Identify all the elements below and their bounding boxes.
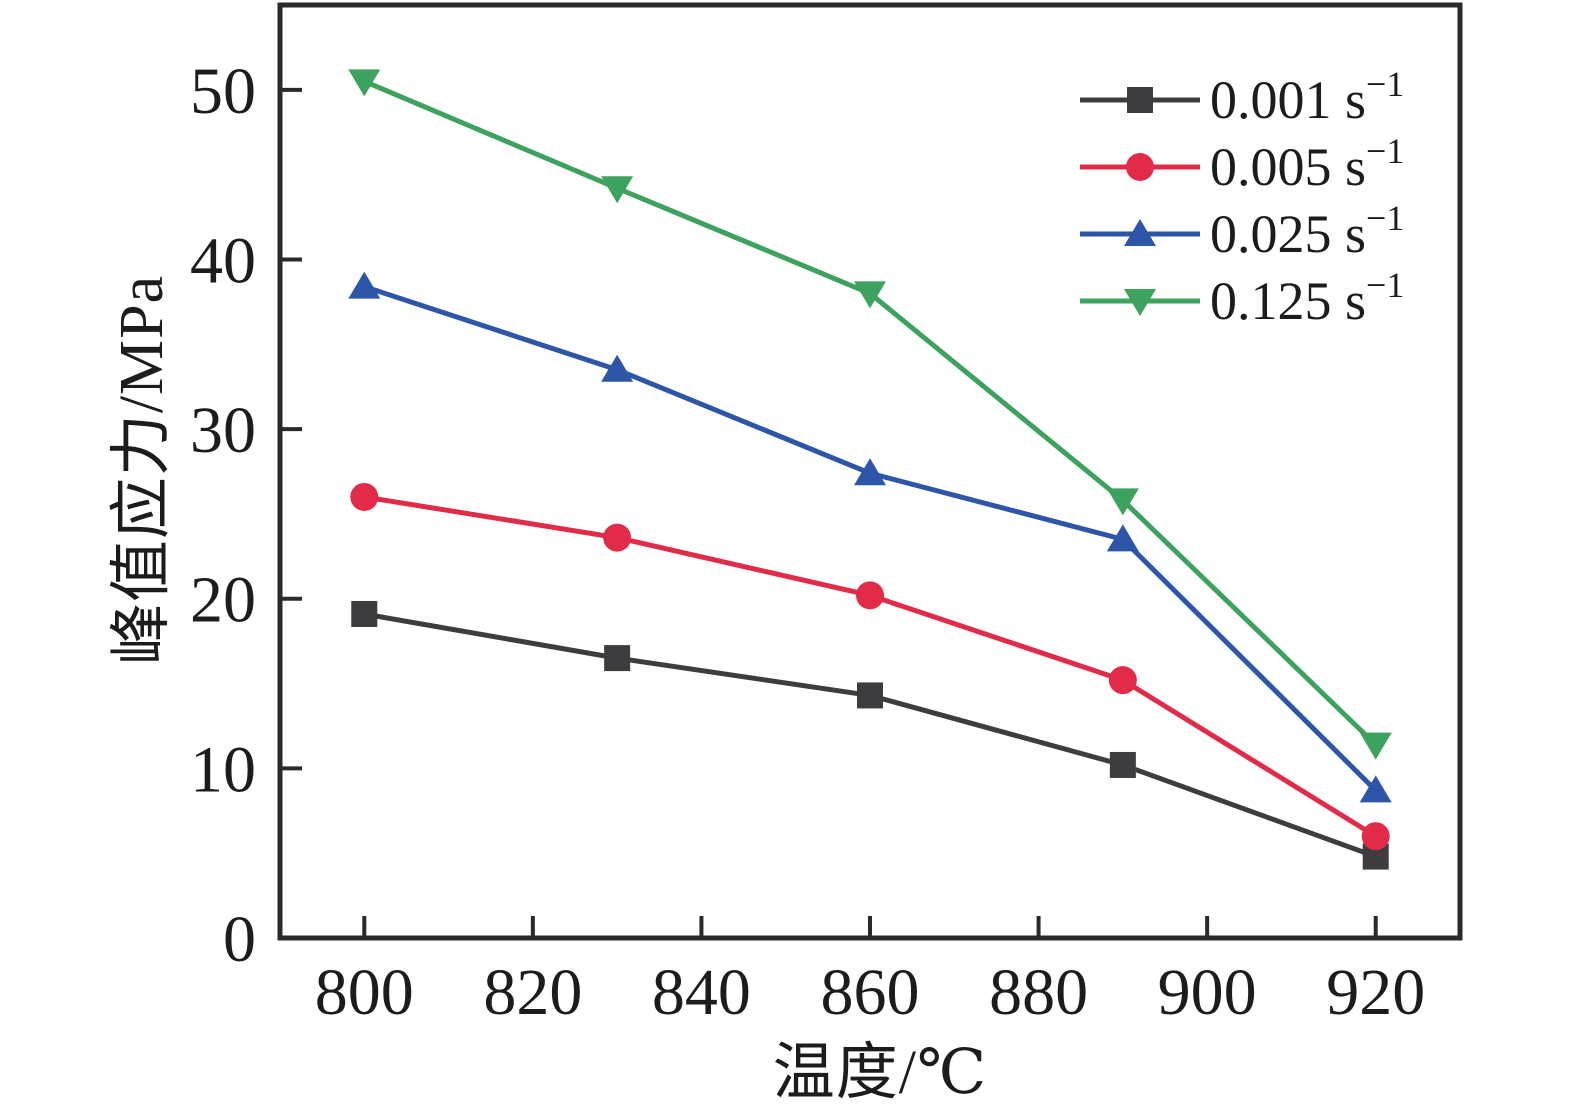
legend-marker (1124, 289, 1156, 316)
data-point-marker (854, 281, 886, 309)
plot-frame (277, 2, 1463, 941)
x-axis-tick-label: 820 (483, 956, 582, 1029)
legend-label: 0.001 s−1 (1210, 64, 1404, 130)
data-point-marker (348, 271, 381, 299)
series-0.125 s⁻¹ (348, 69, 1392, 760)
y-axis-tick-label: 10 (190, 733, 256, 806)
data-point-marker (1106, 524, 1139, 552)
legend-marker (1124, 219, 1156, 246)
x-axis-tick-label: 920 (1326, 956, 1425, 1029)
x-axis-tick-label: 900 (1158, 956, 1257, 1029)
data-point-marker (1361, 822, 1390, 851)
y-axis-tick-label: 0 (223, 903, 256, 976)
y-axis-tick-label: 40 (190, 224, 256, 297)
legend-marker (1127, 87, 1153, 113)
legend-label: 0.005 s−1 (1210, 131, 1404, 197)
series-line (363, 611, 1377, 859)
series-line (363, 284, 1378, 793)
data-point-marker (1106, 488, 1139, 516)
series-line (363, 494, 1378, 839)
data-point-marker (854, 458, 886, 486)
legend-item: 0.001 s−1 (1080, 64, 1404, 130)
data-point-marker (603, 523, 632, 552)
y-axis-tick-label: 50 (190, 55, 256, 128)
data-point-marker (601, 354, 634, 382)
y-axis-title: 峰值应力/MPa (108, 274, 176, 666)
data-point-marker (350, 482, 379, 511)
data-point-marker (1359, 732, 1392, 760)
data-point-marker (601, 176, 634, 204)
legend-item: 0.005 s−1 (1080, 131, 1404, 197)
data-point-marker (1109, 751, 1136, 778)
series-0.001 s⁻¹ (351, 600, 1389, 870)
x-axis-tick-label: 880 (989, 956, 1088, 1029)
data-point-marker (351, 600, 378, 627)
x-axis-tick-label: 840 (652, 956, 751, 1029)
legend-label: 0.025 s−1 (1210, 198, 1404, 264)
x-axis-title: 温度/℃ (772, 1039, 988, 1107)
legend-label: 0.125 s−1 (1210, 265, 1404, 331)
x-axis-tick-label: 800 (315, 956, 414, 1029)
legend-marker (1126, 153, 1154, 181)
data-point-marker (348, 69, 381, 97)
data-point-marker (1108, 666, 1137, 695)
data-point-marker (1359, 775, 1392, 803)
series-0.025 s⁻¹ (348, 271, 1392, 803)
data-point-marker (857, 682, 883, 709)
y-axis-tick-label: 30 (190, 394, 256, 467)
data-point-marker (604, 645, 631, 672)
y-axis-tick-label: 20 (190, 564, 256, 637)
series-0.005 s⁻¹ (350, 482, 1390, 851)
x-axis-tick-label: 860 (821, 956, 920, 1029)
legend-item: 0.125 s−1 (1080, 265, 1404, 331)
legend-item: 0.025 s−1 (1080, 198, 1404, 264)
data-point-marker (856, 581, 884, 610)
